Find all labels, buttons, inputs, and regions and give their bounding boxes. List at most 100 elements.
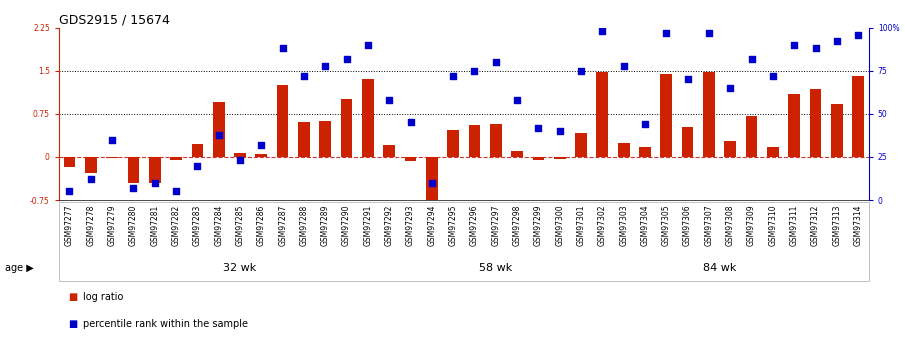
Bar	[746, 116, 757, 157]
Point	[361, 42, 376, 48]
Bar	[788, 94, 800, 157]
Bar	[724, 141, 736, 157]
Text: GSM97278: GSM97278	[86, 205, 95, 246]
Point	[531, 125, 546, 130]
Text: GSM97287: GSM97287	[278, 205, 287, 246]
Text: GSM97284: GSM97284	[214, 205, 224, 246]
Text: GSM97297: GSM97297	[491, 205, 500, 246]
Text: GSM97285: GSM97285	[235, 205, 244, 246]
Text: GSM97293: GSM97293	[406, 205, 415, 246]
Bar	[767, 147, 778, 157]
Text: GSM97306: GSM97306	[683, 205, 692, 246]
Bar	[554, 157, 566, 159]
Bar	[298, 122, 310, 157]
Text: ■: ■	[68, 319, 77, 329]
Text: GSM97280: GSM97280	[129, 205, 138, 246]
Text: GDS2915 / 15674: GDS2915 / 15674	[59, 13, 170, 27]
Text: GSM97301: GSM97301	[576, 205, 586, 246]
Point	[148, 180, 162, 186]
Text: GSM97290: GSM97290	[342, 205, 351, 246]
Bar	[255, 154, 267, 157]
Text: GSM97289: GSM97289	[320, 205, 329, 246]
Text: GSM97288: GSM97288	[300, 205, 309, 246]
Point	[787, 42, 802, 48]
Text: GSM97279: GSM97279	[108, 205, 117, 246]
Text: GSM97283: GSM97283	[193, 205, 202, 246]
Text: GSM97300: GSM97300	[556, 205, 564, 246]
Text: ■: ■	[68, 292, 77, 302]
Text: 84 wk: 84 wk	[703, 263, 737, 273]
Text: GSM97295: GSM97295	[449, 205, 458, 246]
Bar	[618, 142, 630, 157]
Text: 58 wk: 58 wk	[479, 263, 512, 273]
Point	[510, 97, 524, 103]
Text: GSM97309: GSM97309	[747, 205, 756, 246]
Text: GSM97299: GSM97299	[534, 205, 543, 246]
Point	[62, 189, 77, 194]
Bar	[810, 89, 822, 157]
Text: GSM97298: GSM97298	[512, 205, 521, 246]
Text: GSM97291: GSM97291	[364, 205, 372, 246]
Point	[574, 68, 588, 73]
Bar	[340, 99, 352, 157]
Point	[424, 180, 439, 186]
Bar	[192, 144, 204, 157]
Text: GSM97302: GSM97302	[598, 205, 607, 246]
Bar	[405, 157, 416, 161]
Point	[723, 85, 738, 91]
Bar	[234, 153, 246, 157]
Text: age ▶: age ▶	[5, 263, 33, 273]
Point	[489, 59, 503, 65]
Point	[318, 63, 332, 68]
Point	[233, 158, 247, 163]
Point	[190, 163, 205, 168]
Bar	[596, 72, 608, 157]
Bar	[532, 157, 544, 160]
Bar	[576, 133, 587, 157]
Text: GSM97307: GSM97307	[704, 205, 713, 246]
Text: GSM97292: GSM97292	[385, 205, 394, 246]
Bar	[170, 157, 182, 160]
Bar	[106, 157, 118, 158]
Text: GSM97311: GSM97311	[790, 205, 799, 246]
Point	[616, 63, 631, 68]
Point	[83, 177, 98, 182]
Text: GSM97313: GSM97313	[833, 205, 842, 246]
Point	[297, 73, 311, 79]
Point	[830, 39, 844, 44]
Bar	[319, 121, 331, 157]
Bar	[213, 102, 224, 157]
Point	[212, 132, 226, 137]
Bar	[681, 127, 693, 157]
Text: GSM97310: GSM97310	[768, 205, 777, 246]
Point	[467, 68, 481, 73]
Text: GSM97294: GSM97294	[427, 205, 436, 246]
Text: GSM97281: GSM97281	[150, 205, 159, 246]
Point	[126, 185, 140, 191]
Text: GSM97296: GSM97296	[470, 205, 479, 246]
Bar	[447, 130, 459, 157]
Bar	[63, 157, 75, 167]
Bar	[277, 85, 289, 157]
Bar	[426, 157, 438, 204]
Point	[638, 121, 653, 127]
Bar	[85, 157, 97, 173]
Text: GSM97282: GSM97282	[172, 205, 181, 246]
Text: 32 wk: 32 wk	[224, 263, 257, 273]
Point	[552, 128, 567, 134]
Text: percentile rank within the sample: percentile rank within the sample	[83, 319, 248, 329]
Text: GSM97308: GSM97308	[726, 205, 735, 246]
Bar	[853, 77, 864, 157]
Point	[744, 56, 758, 61]
Point	[105, 137, 119, 142]
Point	[808, 46, 823, 51]
Bar	[362, 79, 374, 157]
Point	[681, 77, 695, 82]
Bar	[661, 73, 672, 157]
Point	[595, 28, 610, 34]
Text: GSM97314: GSM97314	[853, 205, 862, 246]
Text: GSM97277: GSM97277	[65, 205, 74, 246]
Bar	[128, 157, 139, 183]
Text: GSM97286: GSM97286	[257, 205, 266, 246]
Text: GSM97303: GSM97303	[619, 205, 628, 246]
